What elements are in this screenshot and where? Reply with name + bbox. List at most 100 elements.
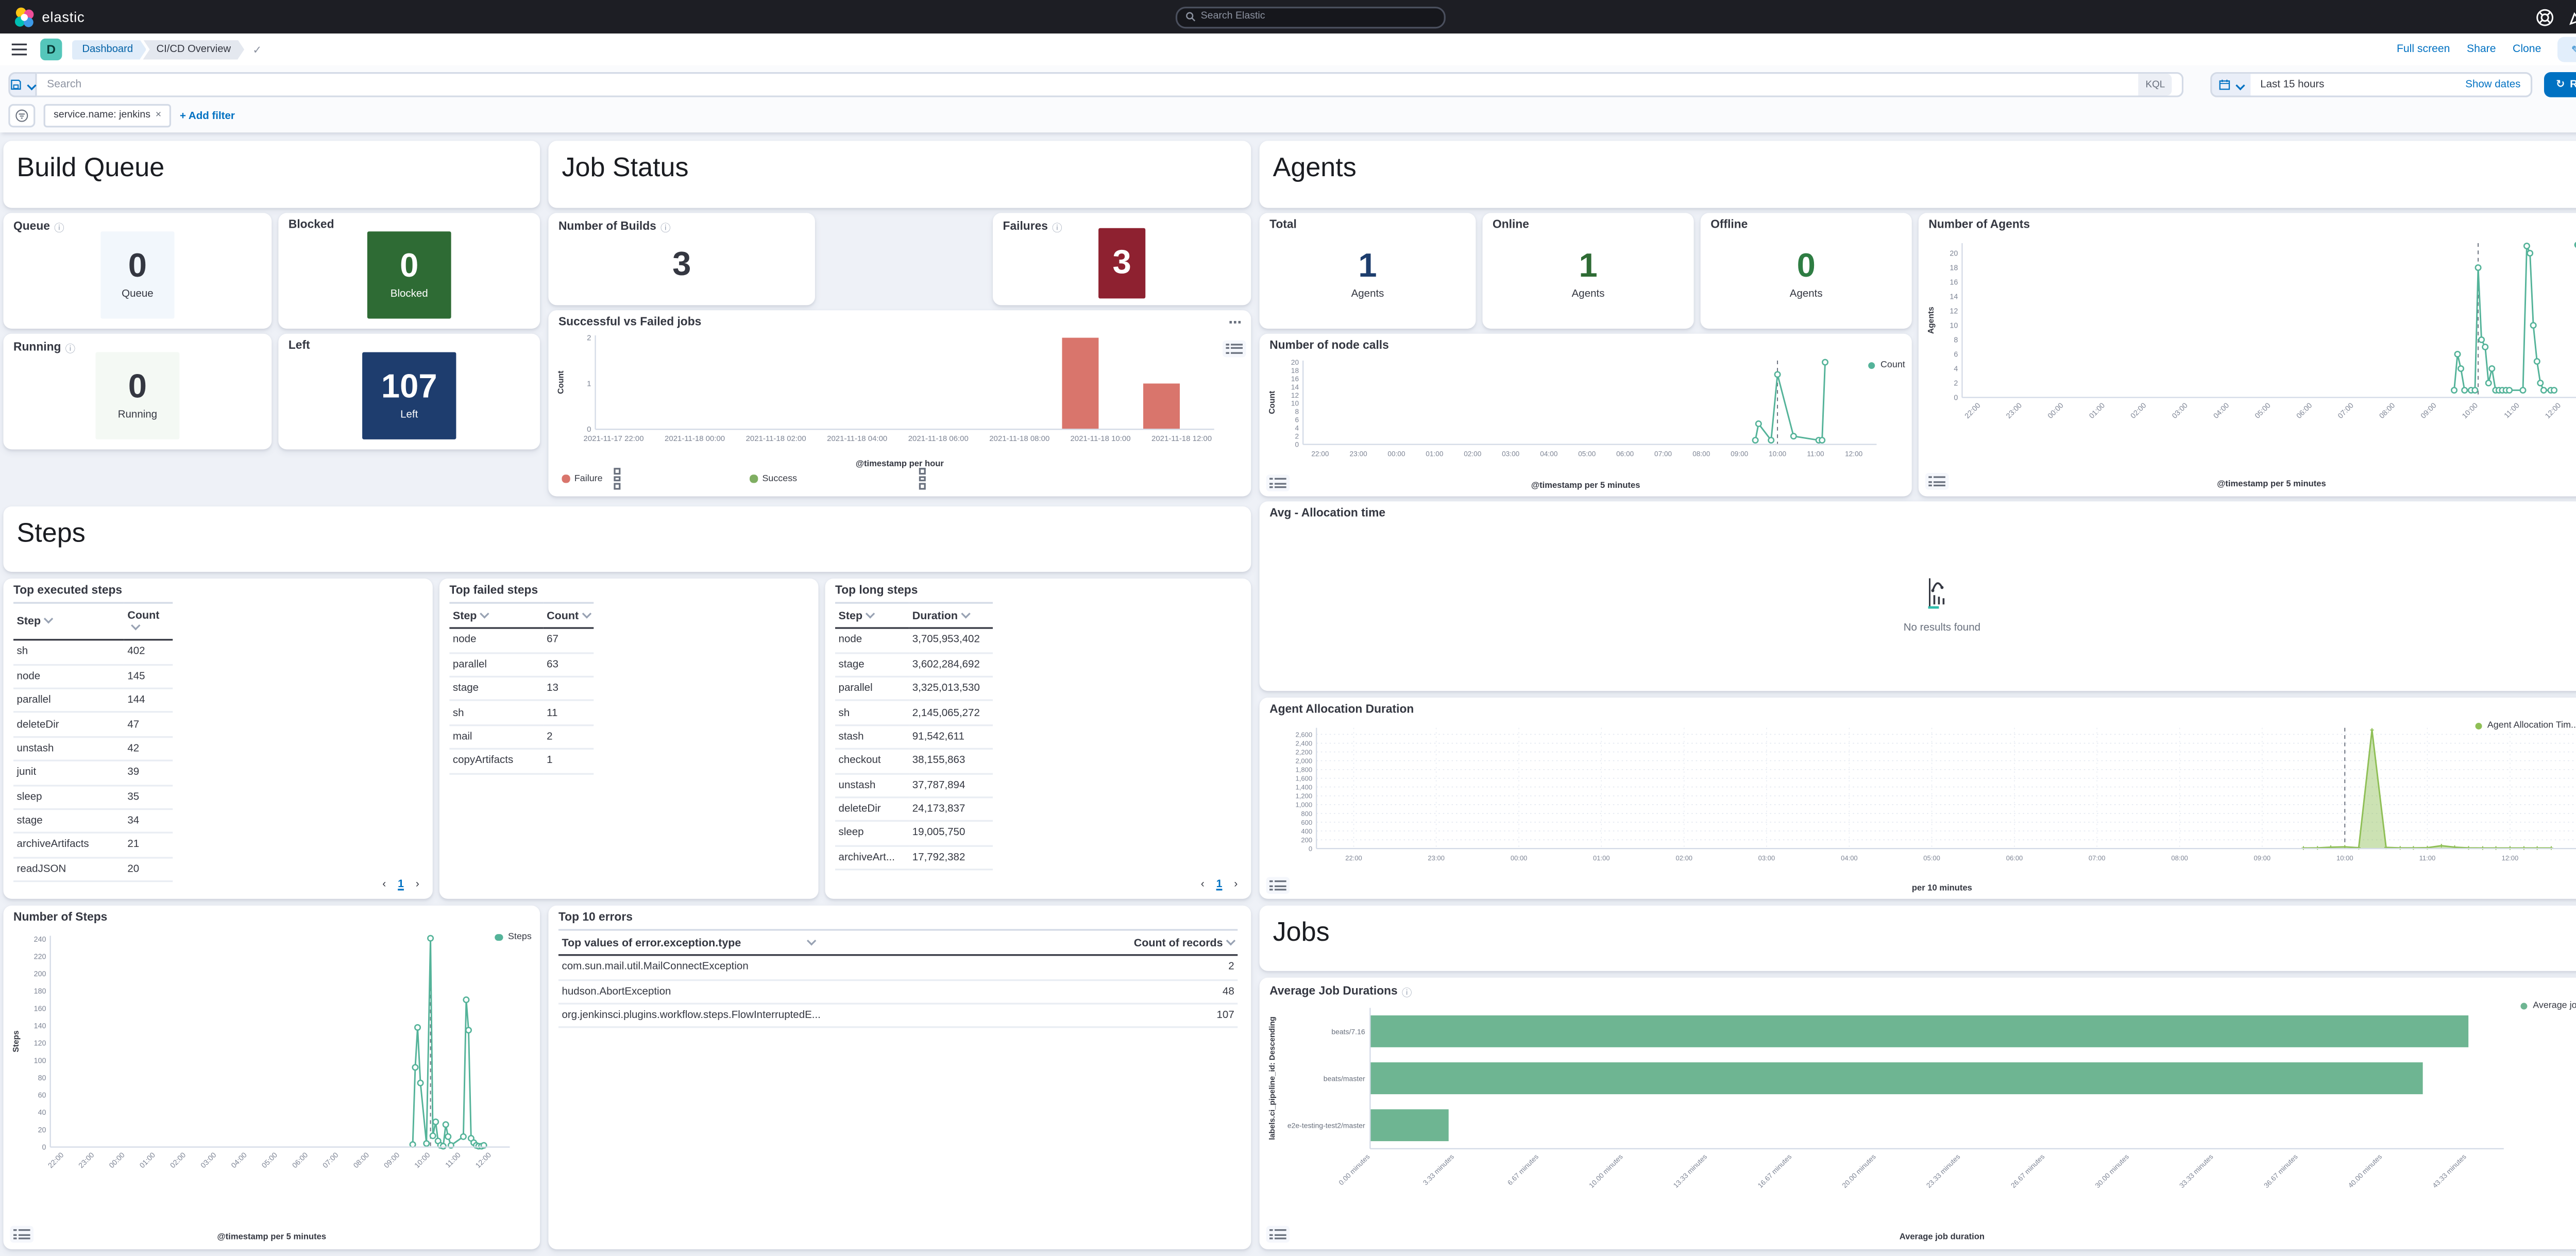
svg-text:140: 140 <box>34 1022 46 1030</box>
svg-text:0: 0 <box>1954 394 1958 402</box>
page-number[interactable]: 1 <box>398 878 404 891</box>
column-header[interactable]: Duration <box>909 602 993 630</box>
column-header[interactable]: Top values of error.exception.type <box>558 929 1069 957</box>
legend-average-job-duration[interactable]: Average job duration <box>2520 1001 2576 1011</box>
legend-actions-icon[interactable] <box>919 468 926 490</box>
refresh-button[interactable]: ↻ Refresh <box>2544 72 2576 97</box>
svg-text:06:00: 06:00 <box>1616 450 1634 457</box>
svg-text:8: 8 <box>1954 336 1958 344</box>
chevron-down-icon <box>2235 80 2245 90</box>
add-filter-link[interactable]: + Add filter <box>180 110 235 122</box>
filter-pill[interactable]: service.name: jenkins × <box>43 104 172 128</box>
legend-count[interactable]: Count <box>1868 361 1905 370</box>
legend-success[interactable]: Success <box>750 468 926 490</box>
news-party-icon[interactable] <box>2568 8 2576 26</box>
page-number[interactable]: 1 <box>1216 878 1223 891</box>
legend-agent-allocation[interactable]: Agent Allocation Tim... 33.611 <box>2475 721 2576 731</box>
legend-toggle-icon[interactable] <box>1222 340 1246 357</box>
svg-text:23:00: 23:00 <box>1350 450 1368 457</box>
svg-text:02:00: 02:00 <box>2129 401 2148 420</box>
no-results-message: No results found <box>1903 622 1981 634</box>
table-row: sleep 19,005,750 <box>835 821 993 846</box>
svg-text:12:00: 12:00 <box>474 1151 493 1170</box>
successful-vs-failed-chart: 0 1 2 2021-11-17 22:00 2021-11-18 00:00 2021-… <box>555 330 1231 460</box>
svg-text:05:00: 05:00 <box>2253 401 2273 420</box>
column-header[interactable]: Count of records <box>1068 929 1238 957</box>
svg-text:1,400: 1,400 <box>1296 784 1313 791</box>
svg-text:100: 100 <box>34 1057 46 1065</box>
empty-chart-icon <box>1928 578 1945 609</box>
info-icon[interactable]: ⓘ <box>1052 225 1062 235</box>
legend-agents[interactable]: Agents <box>2574 240 2576 250</box>
space-avatar[interactable]: D <box>40 38 62 61</box>
breadcrumb-current: CI/CD Overview <box>143 39 244 59</box>
filter-menu-button[interactable] <box>8 104 36 128</box>
legend-actions-icon[interactable] <box>614 468 621 490</box>
svg-text:11:00: 11:00 <box>444 1151 463 1169</box>
prev-page-icon[interactable]: ‹ <box>1200 878 1205 891</box>
info-icon[interactable]: ⓘ <box>54 225 64 235</box>
column-header[interactable]: Step <box>449 602 544 630</box>
legend-toggle-icon[interactable] <box>1925 473 1949 490</box>
legend-toggle-icon[interactable] <box>10 1226 34 1243</box>
legend-toggle-icon[interactable] <box>1266 474 1290 491</box>
svg-text:2,000: 2,000 <box>1296 757 1313 765</box>
svg-text:16: 16 <box>1950 278 1958 286</box>
time-range-value[interactable]: Last 15 hours <box>2260 78 2325 91</box>
clone-link[interactable]: Clone <box>2513 43 2541 56</box>
panel-failures: Failures ⓘ 3 <box>993 213 1251 305</box>
svg-text:1,200: 1,200 <box>1296 792 1313 800</box>
svg-text:0.00 minutes: 0.00 minutes <box>1337 1152 1371 1186</box>
filter-icon <box>15 109 28 122</box>
prev-page-icon[interactable]: ‹ <box>382 878 386 891</box>
svg-text:20: 20 <box>38 1126 46 1134</box>
svg-text:00:00: 00:00 <box>1511 854 1528 862</box>
panel-options-icon[interactable]: ⋯ <box>1228 315 1243 331</box>
svg-text:22:00: 22:00 <box>1311 450 1329 457</box>
svg-text:05:00: 05:00 <box>1578 450 1596 457</box>
close-icon[interactable]: × <box>155 110 162 121</box>
column-header[interactable]: Count <box>543 602 594 630</box>
table-row: sh 402 <box>13 640 173 666</box>
top-failed-table: Step Count node 67 parallel 63 stage 13 sh 11 ma… <box>449 602 594 774</box>
query-language-button[interactable]: KQL <box>2139 74 2172 96</box>
elastic-logo[interactable]: elastic <box>13 6 84 27</box>
number-of-steps-chart: 0 20 40 60 80 100 120 140 160 180 200 220 240 22:00 23… <box>10 926 527 1226</box>
info-icon[interactable]: ⓘ <box>65 345 76 356</box>
table-row: node 3,705,953,402 <box>835 629 993 654</box>
full-screen-link[interactable]: Full screen <box>2396 43 2450 56</box>
help-icon[interactable] <box>2536 8 2554 26</box>
legend-toggle-icon[interactable] <box>1266 1226 1290 1243</box>
calendar-button[interactable] <box>2212 74 2250 96</box>
next-page-icon[interactable]: › <box>1234 878 1238 891</box>
svg-text:04:00: 04:00 <box>1540 450 1558 457</box>
svg-text:12: 12 <box>1950 307 1958 315</box>
svg-text:11:00: 11:00 <box>1807 450 1824 457</box>
kql-search-input[interactable]: Search KQL <box>37 72 2184 97</box>
edit-button[interactable]: ✎ Edit <box>2557 37 2576 62</box>
svg-text:3.33 minutes: 3.33 minutes <box>1421 1152 1455 1186</box>
next-page-icon[interactable]: › <box>415 878 419 891</box>
average-job-durations-chart: 0.00 minutes 3.33 minutes 6.67 minutes 10.0… <box>1266 998 2576 1237</box>
info-icon[interactable]: ⓘ <box>660 225 671 235</box>
global-search-input[interactable]: Search Elastic <box>1175 6 1446 28</box>
info-icon[interactable]: ⓘ <box>1401 989 1412 1000</box>
column-header[interactable]: Count <box>124 602 173 641</box>
svg-text:6.67 minutes: 6.67 minutes <box>1506 1152 1540 1186</box>
table-row: deleteDir 24,173,837 <box>835 797 993 823</box>
share-link[interactable]: Share <box>2466 43 2496 56</box>
legend-failure[interactable]: Failure <box>562 468 621 490</box>
table-row: unstash 42 <box>13 736 173 762</box>
svg-text:20: 20 <box>1291 359 1299 366</box>
breadcrumb-dashboard[interactable]: Dashboard <box>72 39 146 59</box>
menu-icon[interactable] <box>11 44 27 55</box>
legend-steps[interactable]: Steps <box>495 932 532 942</box>
legend-toggle-icon[interactable] <box>1266 877 1290 894</box>
show-dates-link[interactable]: Show dates <box>2465 78 2521 91</box>
column-header[interactable]: Step <box>13 602 124 641</box>
panel-build-queue-title: Build Queue <box>3 141 540 208</box>
svg-text:1,600: 1,600 <box>1296 775 1313 783</box>
column-header[interactable]: Step <box>835 602 909 630</box>
saved-query-button[interactable] <box>8 72 37 97</box>
